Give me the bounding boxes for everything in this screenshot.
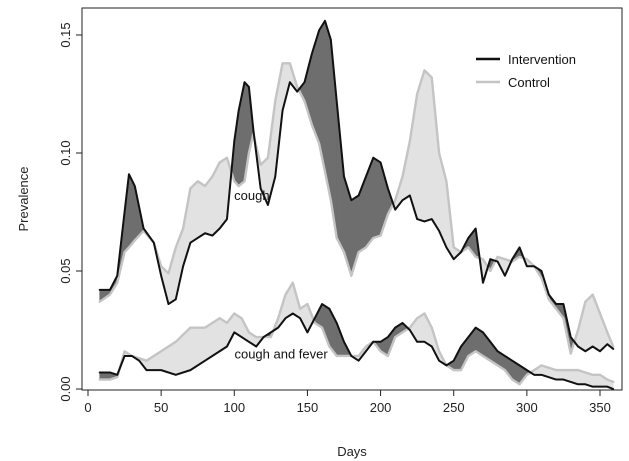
diff-fill-cough: [219, 157, 228, 230]
diff-fill-cough-and-fever: [204, 317, 220, 362]
x-tick-label-100: 100: [223, 400, 245, 415]
y-tick-label-0.00: 0.00: [58, 376, 73, 401]
diff-fill-cough: [336, 101, 345, 253]
x-tick-label-250: 250: [443, 400, 465, 415]
x-tick-label-200: 200: [370, 400, 392, 415]
legend-label-intervention: Intervention: [508, 52, 576, 67]
annotation-cough-and-fever: cough and fever: [234, 346, 328, 361]
x-tick-label-150: 150: [297, 400, 319, 415]
annotations: cough cough and fever: [234, 188, 328, 361]
diff-fill-cough-and-fever: [555, 369, 564, 380]
diff-fill-cough-and-fever: [592, 374, 601, 387]
difference-fills: [99, 19, 614, 390]
x-axis-title: Days: [337, 444, 367, 459]
series-lines: [98, 19, 615, 390]
y-tick-label-0.05: 0.05: [58, 258, 73, 283]
y-axis: 0.00 0.05 0.10 0.15: [58, 22, 82, 402]
legend: Intervention Control: [476, 52, 576, 90]
series-line-control-cough-and-fever: [98, 281, 615, 386]
diff-fill-cough: [197, 180, 206, 239]
diff-fill-cough: [372, 157, 381, 239]
y-tick-label-0.10: 0.10: [58, 140, 73, 165]
series-line-intervention-cough-and-fever: [98, 303, 615, 390]
y-axis-title: Prevalence: [16, 166, 31, 231]
x-axis: 0 50 100 150 200 250 300 350: [84, 390, 611, 415]
diff-fill-cough: [424, 69, 433, 222]
series-line-intervention-cough: [98, 19, 615, 353]
diff-fill-cough: [190, 180, 199, 244]
diff-fill-cough: [168, 247, 177, 305]
diff-fill-cough-and-fever: [190, 327, 206, 371]
x-tick-label-50: 50: [154, 400, 168, 415]
x-tick-label-350: 350: [589, 400, 611, 415]
annotation-cough: cough: [234, 188, 269, 203]
series-line-control-cough: [98, 62, 615, 355]
x-tick-label-0: 0: [84, 400, 91, 415]
plot-frame: [81, 7, 623, 391]
legend-label-control: Control: [508, 75, 550, 90]
diff-fill-cough: [585, 293, 593, 352]
x-tick-label-300: 300: [516, 400, 538, 415]
y-tick-label-0.15: 0.15: [58, 22, 73, 47]
